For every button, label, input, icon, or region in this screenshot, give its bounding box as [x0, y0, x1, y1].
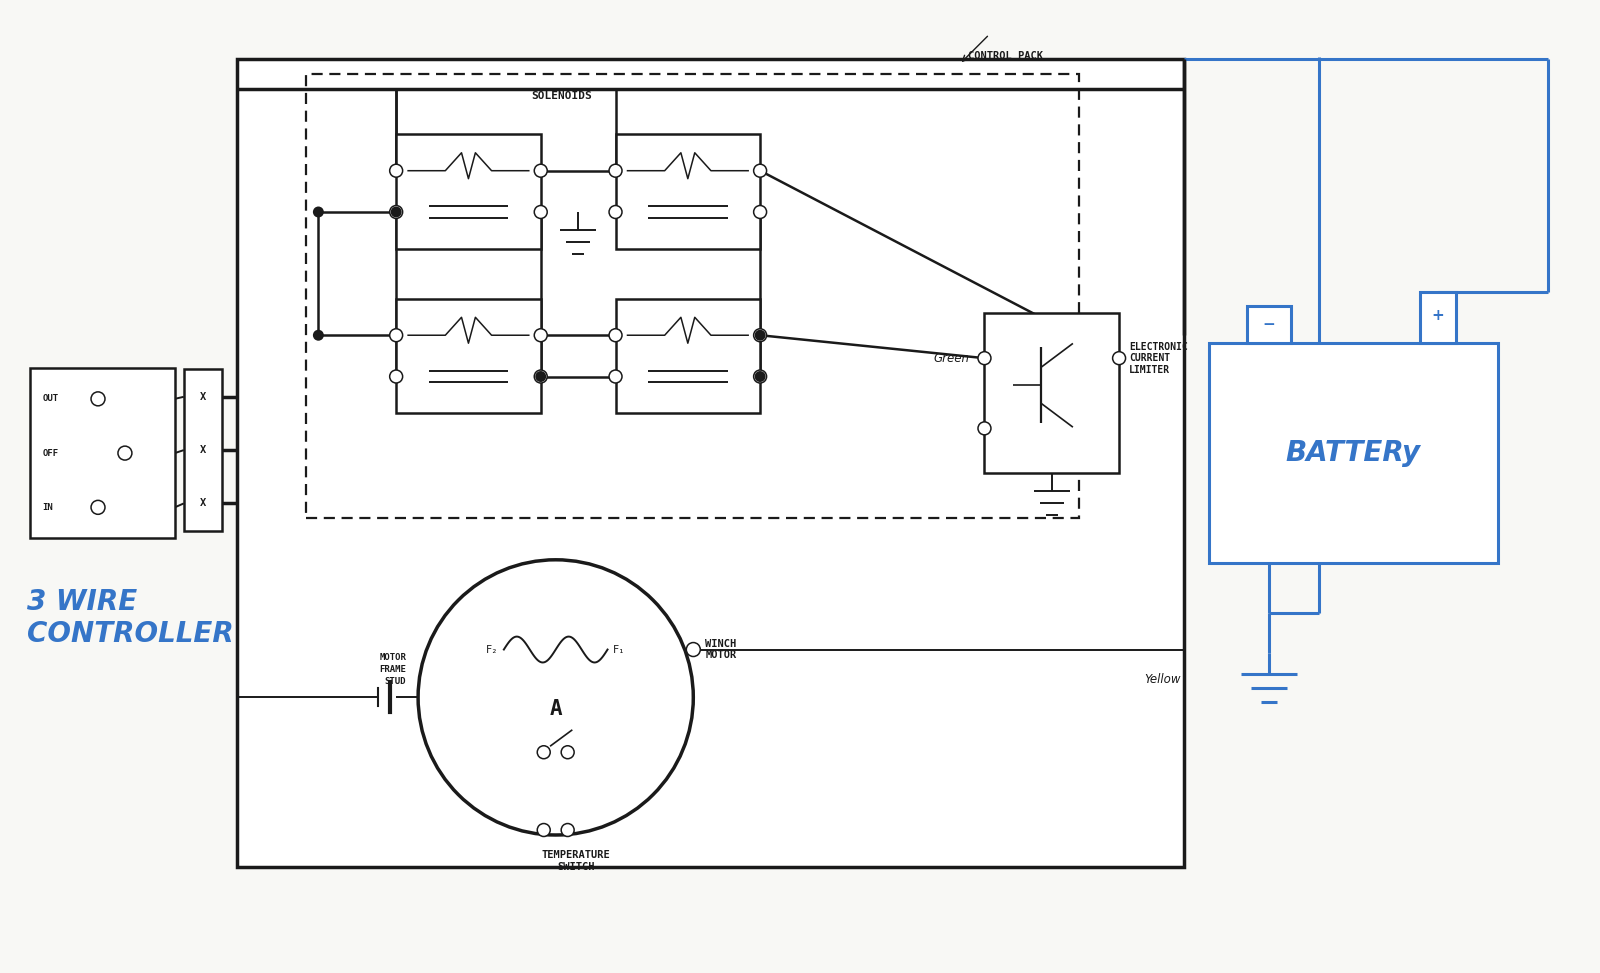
Circle shape: [610, 329, 622, 342]
Text: OUT: OUT: [42, 394, 58, 404]
Circle shape: [610, 205, 622, 219]
Text: −: −: [1262, 317, 1275, 332]
Circle shape: [534, 164, 547, 177]
Bar: [30, 369, 174, 538]
Circle shape: [754, 205, 766, 219]
Text: ELECTRONIC
CURRENT
LIMITER: ELECTRONIC CURRENT LIMITER: [1130, 342, 1187, 375]
Circle shape: [562, 823, 574, 837]
Circle shape: [978, 422, 990, 435]
Text: X: X: [200, 392, 206, 402]
Text: F₁: F₁: [613, 644, 626, 655]
Text: OFF: OFF: [42, 449, 58, 457]
Circle shape: [538, 745, 550, 759]
Circle shape: [390, 370, 403, 383]
Circle shape: [91, 392, 106, 406]
Bar: [984, 313, 1118, 473]
Circle shape: [610, 370, 622, 383]
Bar: [397, 134, 541, 249]
Text: 3 WIRE
CONTROLLER: 3 WIRE CONTROLLER: [27, 588, 234, 648]
Text: CONTROL PACK: CONTROL PACK: [968, 52, 1043, 61]
Bar: [1421, 292, 1456, 343]
Circle shape: [536, 371, 546, 382]
Bar: [1246, 306, 1291, 343]
Circle shape: [562, 745, 574, 759]
Circle shape: [91, 500, 106, 515]
Text: WINCH
MOTOR: WINCH MOTOR: [706, 638, 736, 661]
Circle shape: [390, 164, 403, 177]
Circle shape: [754, 164, 766, 177]
Text: SOLENOIDS: SOLENOIDS: [531, 91, 592, 101]
Circle shape: [534, 370, 547, 383]
Text: Yellow: Yellow: [1144, 673, 1181, 686]
Circle shape: [978, 351, 990, 365]
Circle shape: [1112, 351, 1125, 365]
Text: X: X: [200, 498, 206, 509]
Circle shape: [418, 559, 693, 835]
Bar: [307, 74, 1080, 518]
Text: BATTERy: BATTERy: [1286, 439, 1421, 467]
Circle shape: [390, 329, 403, 342]
Bar: [616, 134, 760, 249]
Bar: [616, 299, 760, 414]
Circle shape: [610, 164, 622, 177]
Circle shape: [534, 329, 547, 342]
Circle shape: [755, 371, 765, 382]
Circle shape: [314, 206, 323, 218]
Text: X: X: [200, 445, 206, 455]
Circle shape: [754, 329, 766, 342]
Circle shape: [538, 823, 550, 837]
Bar: [184, 370, 222, 531]
Text: IN: IN: [42, 503, 53, 512]
Circle shape: [390, 206, 402, 218]
Bar: [237, 59, 1184, 867]
Circle shape: [754, 370, 766, 383]
Circle shape: [686, 642, 701, 657]
Bar: [397, 299, 541, 414]
Text: F₂: F₂: [486, 644, 499, 655]
Bar: [1210, 343, 1498, 562]
Circle shape: [534, 205, 547, 219]
Text: +: +: [1432, 308, 1445, 323]
Circle shape: [118, 446, 131, 460]
Circle shape: [314, 330, 323, 341]
Text: TEMPERATURE
SWITCH: TEMPERATURE SWITCH: [541, 850, 610, 872]
Circle shape: [390, 205, 403, 219]
Text: A: A: [549, 700, 562, 719]
Text: MOTOR
FRAME
STUD: MOTOR FRAME STUD: [379, 653, 406, 686]
Text: Green: Green: [933, 351, 970, 365]
Circle shape: [755, 330, 765, 341]
